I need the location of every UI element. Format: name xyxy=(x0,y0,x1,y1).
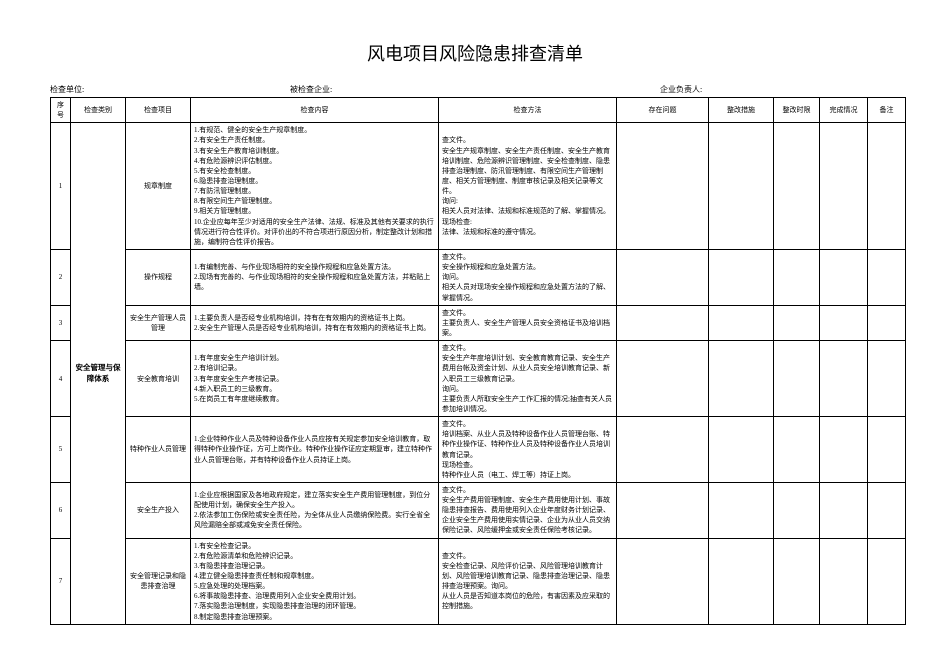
cell-seq: 5 xyxy=(51,417,71,483)
cell-seq: 4 xyxy=(51,341,71,417)
cell-done xyxy=(820,538,868,624)
cell-seq: 2 xyxy=(51,249,71,305)
meta-checked-co: 被检查企业: xyxy=(290,84,660,95)
cell-method: 查文件。安全生产年度培训计划、安全教育教育记录、安全生产费用台帐及资金计划、从业… xyxy=(439,341,617,417)
cell-note xyxy=(868,482,906,538)
cell-time xyxy=(774,341,820,417)
cell-note xyxy=(868,417,906,483)
cell-content: 1.有安全检查记录。2.有危险源清单和危险辨识记录。3.有隐患排查治理记录。4.… xyxy=(191,538,439,624)
cell-content: 1.企业特种作业人员及特种设备作业人员应按有关规定参加安全培训教育，取得特种作业… xyxy=(191,417,439,483)
table-row: 3 安全生产管理人员管理1.主要负责人是否经专业机构培训，持有在有效期内的资格证书… xyxy=(51,305,906,340)
cell-seq: 1 xyxy=(51,123,71,250)
th-done: 完成情况 xyxy=(820,98,868,123)
table-row: 7 安全管理记录和隐患排查治理1.有安全检查记录。2.有危险源清单和危险辨识记录。… xyxy=(51,538,906,624)
cell-category: 安全管理与保障体系 xyxy=(71,123,126,624)
table-row: 1安全管理与保障体系规章制度1.有规范、健全的安全生产规章制度。2.有安全生产责… xyxy=(51,123,906,250)
cell-item: 安全生产投入 xyxy=(126,482,191,538)
cell-note xyxy=(868,249,906,305)
cell-prob xyxy=(617,482,709,538)
cell-done xyxy=(820,305,868,340)
cell-note xyxy=(868,305,906,340)
th-item: 检查项目 xyxy=(126,98,191,123)
cell-time xyxy=(774,249,820,305)
cell-meas xyxy=(709,249,774,305)
cell-note xyxy=(868,538,906,624)
table-row: 5 特种作业人员管理1.企业特种作业人员及特种设备作业人员应按有关规定参加安全培训… xyxy=(51,417,906,483)
cell-content: 1.有编制完善、与作业现场相符的安全操作规程和应急处置方法。2.现场有完善的、与… xyxy=(191,249,439,305)
meta-check-unit: 检查单位: xyxy=(50,84,290,95)
cell-prob xyxy=(617,417,709,483)
th-time: 整改时限 xyxy=(774,98,820,123)
cell-prob xyxy=(617,341,709,417)
cell-prob xyxy=(617,538,709,624)
table-row: 2 操作规程1.有编制完善、与作业现场相符的安全操作规程和应急处置方法。2.现场有… xyxy=(51,249,906,305)
cell-done xyxy=(820,482,868,538)
cell-done xyxy=(820,341,868,417)
page-title: 风电项目风险隐患排查清单 xyxy=(50,40,900,66)
cell-time xyxy=(774,305,820,340)
cell-meas xyxy=(709,341,774,417)
cell-time xyxy=(774,123,820,250)
cell-meas xyxy=(709,305,774,340)
cell-seq: 7 xyxy=(51,538,71,624)
cell-method: 查文件。安全检查记录、风险评价记录、风险管理培训教育计划、风险管理培训教育记录、… xyxy=(439,538,617,624)
cell-content: 1.主要负责人是否经专业机构培训，持有在有效期内的资格证书上岗。2.安全生产管理… xyxy=(191,305,439,340)
cell-meas xyxy=(709,417,774,483)
table-row: 6 安全生产投入1.企业应根据国家及各地政府规定，建立落实安全生产费用管理制度，到… xyxy=(51,482,906,538)
cell-prob xyxy=(617,123,709,250)
cell-note xyxy=(868,123,906,250)
th-seq: 序号 xyxy=(51,98,71,123)
cell-content: 1.有规范、健全的安全生产规章制度。2.有安全生产责任制度。3.有安全生产教育培… xyxy=(191,123,439,250)
th-content: 检查内容 xyxy=(191,98,439,123)
th-prob: 存在问题 xyxy=(617,98,709,123)
cell-meas xyxy=(709,538,774,624)
cell-prob xyxy=(617,305,709,340)
cell-item: 安全教育培训 xyxy=(126,341,191,417)
th-meas: 整改措施 xyxy=(709,98,774,123)
cell-item: 安全生产管理人员管理 xyxy=(126,305,191,340)
cell-content: 1.有年度安全生产培训计划。2.有培训记录。3.有年度安全生产考核记录。4.新入… xyxy=(191,341,439,417)
cell-item: 操作规程 xyxy=(126,249,191,305)
cell-content: 1.企业应根据国家及各地政府规定，建立落实安全生产费用管理制度，到位分配使用计划… xyxy=(191,482,439,538)
cell-time xyxy=(774,417,820,483)
cell-meas xyxy=(709,123,774,250)
meta-owner: 企业负责人: xyxy=(660,84,900,95)
cell-done xyxy=(820,249,868,305)
cell-method: 查文件。安全操作规程和应急处置方法。询问。相关人员对现场安全操作规程和应急处置方… xyxy=(439,249,617,305)
cell-method: 查文件。主要负责人、安全生产管理人员安全资格证书及培训档案。 xyxy=(439,305,617,340)
th-note: 备注 xyxy=(868,98,906,123)
cell-method: 查文件。培训档案、从业人员及特种设备作业人员管理台账、特种作业操作证、特种作业人… xyxy=(439,417,617,483)
cell-prob xyxy=(617,249,709,305)
cell-done xyxy=(820,123,868,250)
cell-meas xyxy=(709,482,774,538)
cell-method: 查文件。安全生产费用管理制度、安全生产费用使用计划、事故隐患排查报告、费用使用列… xyxy=(439,482,617,538)
cell-seq: 3 xyxy=(51,305,71,340)
cell-method: 查文件。安全生产规章制度、安全生产责任制度、安全生产教育培训制度、危险源辨识管理… xyxy=(439,123,617,250)
cell-item: 安全管理记录和隐患排查治理 xyxy=(126,538,191,624)
cell-note xyxy=(868,341,906,417)
cell-time xyxy=(774,538,820,624)
th-method: 检查方法 xyxy=(439,98,617,123)
cell-done xyxy=(820,417,868,483)
cell-item: 特种作业人员管理 xyxy=(126,417,191,483)
th-cat: 检查类别 xyxy=(71,98,126,123)
cell-time xyxy=(774,482,820,538)
checklist-table: 序号 检查类别 检查项目 检查内容 检查方法 存在问题 整改措施 整改时限 完成… xyxy=(50,97,906,625)
meta-row: 检查单位: 被检查企业: 企业负责人: xyxy=(50,84,900,95)
table-row: 4 安全教育培训1.有年度安全生产培训计划。2.有培训记录。3.有年度安全生产考核… xyxy=(51,341,906,417)
cell-item: 规章制度 xyxy=(126,123,191,250)
table-header-row: 序号 检查类别 检查项目 检查内容 检查方法 存在问题 整改措施 整改时限 完成… xyxy=(51,98,906,123)
cell-seq: 6 xyxy=(51,482,71,538)
